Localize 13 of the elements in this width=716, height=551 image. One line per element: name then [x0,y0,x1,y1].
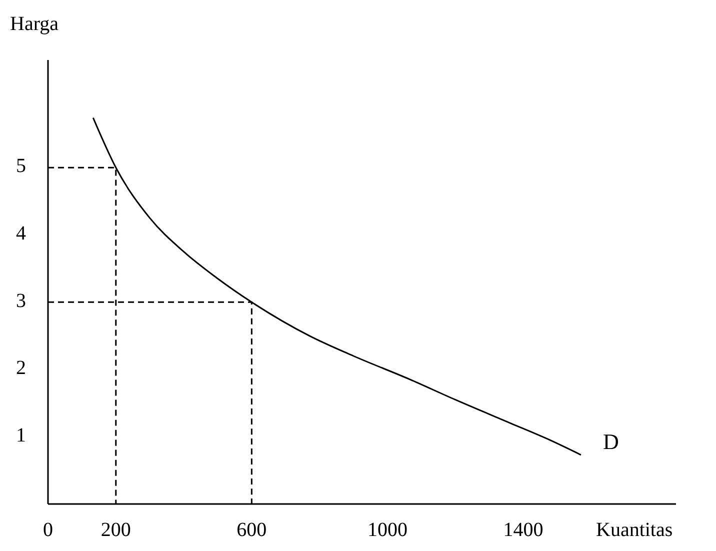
y-tick-label: 3 [16,290,26,312]
x-tick-label: 200 [100,519,131,541]
x-tick-label: 0 [43,519,53,541]
x-tick-label: 1000 [367,519,408,541]
x-axis-title: Kuantitas [596,519,673,541]
x-tick-label: 1400 [503,519,544,541]
y-axis-title: Harga [10,13,59,35]
x-tick-label: 600 [236,519,267,541]
y-tick-label: 4 [16,222,26,245]
y-tick-label: 5 [16,155,26,178]
y-tick-label: 2 [16,357,26,380]
series-label: D [602,428,619,454]
y-tick-label: 1 [16,424,26,446]
